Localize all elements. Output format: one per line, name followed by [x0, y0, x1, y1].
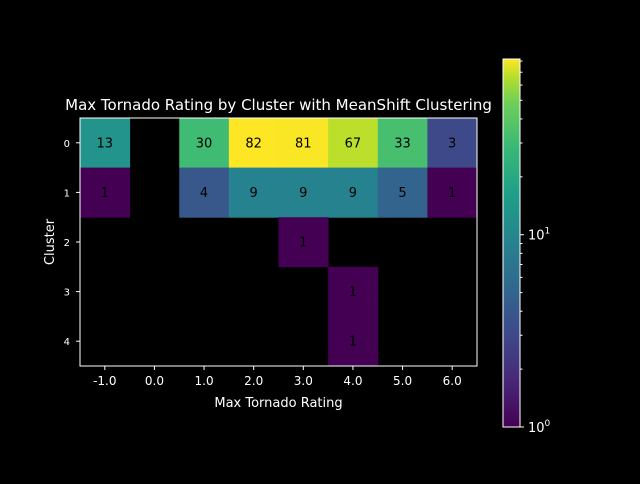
- cell-value-label: 82: [245, 136, 262, 151]
- x-tick-label: 0.0: [145, 374, 164, 388]
- heatmap-cell: [328, 167, 379, 218]
- heatmap-cell: [80, 167, 131, 218]
- cell-value-label: 1: [448, 186, 456, 201]
- cell-value-label: 9: [250, 186, 258, 201]
- heatmap-cell: [328, 316, 379, 367]
- cell-value-label: 1: [349, 335, 357, 350]
- x-tick-label: 5.0: [393, 374, 412, 388]
- x-tick-label: 6.0: [443, 374, 462, 388]
- x-tick-label: 3.0: [294, 374, 313, 388]
- y-tick-label: 1: [64, 188, 70, 199]
- y-tick-label: 3: [64, 288, 70, 299]
- y-tick-label: 0: [64, 139, 70, 150]
- heatmap-cell: [278, 217, 329, 268]
- colorbar-ticks: 100 101: [520, 60, 551, 436]
- x-tick-label: 2.0: [244, 374, 263, 388]
- x-tick-label: -1.0: [93, 374, 116, 388]
- heatmap-cell: [377, 167, 428, 218]
- cell-value-label: 1: [299, 236, 307, 251]
- cell-value-label: 1: [101, 186, 109, 201]
- heatmap-cell: [228, 167, 279, 218]
- cell-value-label: 67: [345, 136, 362, 151]
- cell-value-label: 1: [349, 285, 357, 300]
- x-axis-ticks: -1.0 0.0 1.0 2.0 3.0 4.0 5.0 6.0: [93, 366, 462, 388]
- y-axis-label: Cluster: [43, 218, 58, 265]
- cell-value-label: 81: [295, 136, 312, 151]
- heatmap-cell: [179, 118, 230, 169]
- cell-value-label: 9: [349, 186, 357, 201]
- heatmap-cell: [179, 167, 230, 218]
- cell-value-label: 9: [299, 186, 307, 201]
- x-tick-label: 4.0: [343, 374, 362, 388]
- y-axis-ticks: 0 1 2 3 4: [64, 139, 80, 348]
- heatmap-cell: [80, 118, 131, 169]
- heatmap-cell: [228, 118, 279, 169]
- colorbar-gradient: [502, 58, 521, 428]
- heatmap-cell: [278, 118, 329, 169]
- cell-value-label: 13: [97, 136, 114, 151]
- y-tick-label: 4: [64, 337, 70, 348]
- cell-value-label: 3: [448, 136, 456, 151]
- heatmap-cell: [328, 118, 379, 169]
- colorbar: 100 101: [502, 58, 551, 436]
- heatmap-cell: [278, 167, 329, 218]
- cell-value-label: 5: [398, 186, 406, 201]
- heatmap-cell: [427, 167, 478, 218]
- heatmap-cell: [427, 118, 478, 169]
- colorbar-tick-label: 101: [528, 227, 550, 244]
- cell-value-label: 33: [394, 136, 411, 151]
- cell-value-label: 30: [196, 136, 213, 151]
- y-tick-label: 2: [64, 238, 70, 249]
- heatmap-cell: [328, 266, 379, 317]
- chart-title: Max Tornado Rating by Cluster with MeanS…: [65, 96, 492, 114]
- cell-value-label: 4: [200, 186, 208, 201]
- colorbar-tick-label: 100: [528, 419, 551, 436]
- heatmap-cell: [377, 118, 428, 169]
- x-axis-label: Max Tornado Rating: [214, 396, 342, 411]
- x-tick-label: 1.0: [195, 374, 214, 388]
